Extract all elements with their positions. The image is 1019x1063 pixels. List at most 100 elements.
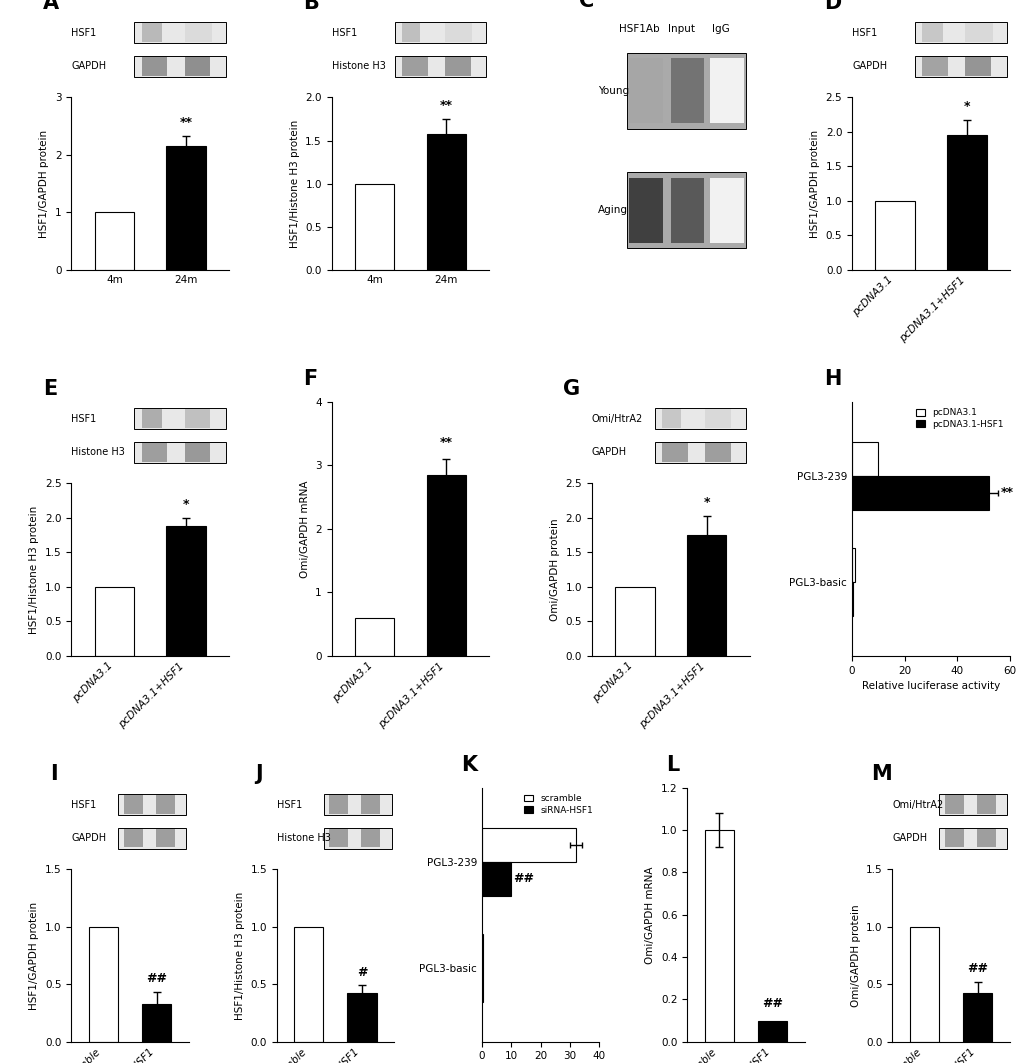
Text: *: * (182, 497, 190, 511)
Y-axis label: Omi/GAPDH mRNA: Omi/GAPDH mRNA (645, 866, 654, 963)
Bar (914, 22, 1006, 44)
Text: ##: ## (146, 973, 167, 985)
Bar (184, 23, 212, 43)
Bar (710, 58, 743, 123)
Bar (401, 23, 420, 43)
Bar (361, 795, 380, 814)
Text: ##: ## (966, 962, 987, 975)
Bar (444, 23, 472, 43)
Bar (118, 828, 186, 848)
Text: *: * (703, 495, 709, 509)
Bar (851, 547, 854, 581)
Bar (757, 1020, 787, 1042)
Text: Aging: Aging (597, 205, 628, 215)
Text: Omi/HtrA2: Omi/HtrA2 (591, 414, 642, 424)
Bar (426, 134, 466, 270)
Bar (184, 443, 210, 461)
Text: I: I (50, 764, 58, 784)
Bar (123, 795, 143, 814)
Text: **: ** (1000, 487, 1013, 500)
Bar (156, 795, 174, 814)
Bar (654, 442, 746, 462)
Text: E: E (43, 378, 57, 399)
Bar (184, 57, 210, 75)
Bar (482, 967, 483, 1001)
Y-axis label: HSF1/Histone H3 protein: HSF1/Histone H3 protein (30, 505, 40, 634)
Bar (329, 795, 347, 814)
Bar (355, 618, 394, 656)
Text: HSF1: HSF1 (71, 414, 97, 424)
Bar (851, 442, 877, 476)
Y-axis label: HSF1/GAPDH protein: HSF1/GAPDH protein (40, 130, 50, 238)
Bar (614, 587, 654, 656)
Bar (444, 57, 470, 75)
Bar (323, 794, 391, 815)
Y-axis label: Omi/GAPDH protein: Omi/GAPDH protein (850, 905, 860, 1007)
Bar (347, 994, 376, 1042)
Bar (851, 581, 853, 615)
Bar (965, 23, 991, 43)
Text: Input: Input (667, 23, 695, 34)
Bar (394, 22, 486, 44)
Bar (142, 1003, 171, 1042)
Bar (914, 56, 1006, 77)
Bar (426, 475, 466, 656)
Text: L: L (665, 755, 679, 775)
Bar (323, 828, 391, 848)
Bar (976, 829, 995, 847)
Text: **: ** (179, 116, 193, 129)
Bar (142, 57, 167, 75)
Bar (947, 135, 985, 270)
Text: HSF1: HSF1 (71, 28, 97, 37)
Bar (671, 58, 704, 123)
Text: #: # (357, 965, 367, 979)
Bar (944, 795, 963, 814)
Bar (142, 23, 162, 43)
Text: Histone H3: Histone H3 (331, 62, 385, 71)
Bar (962, 994, 991, 1042)
Bar (686, 535, 726, 656)
Bar (654, 408, 746, 429)
Text: Young: Young (597, 86, 629, 96)
Text: HSF1: HSF1 (331, 28, 357, 37)
Text: Omi/HtrA2: Omi/HtrA2 (892, 799, 943, 810)
Bar (89, 927, 118, 1042)
Bar (921, 57, 948, 75)
Y-axis label: Omi/GAPDH mRNA: Omi/GAPDH mRNA (300, 480, 310, 577)
Bar (166, 147, 206, 270)
Bar (661, 409, 680, 428)
Bar (626, 53, 746, 129)
Bar (704, 409, 731, 428)
Bar (661, 443, 687, 461)
Bar (135, 442, 226, 462)
Bar (95, 587, 133, 656)
Text: J: J (256, 764, 263, 784)
Bar (482, 933, 483, 967)
Bar (710, 178, 743, 242)
Bar (355, 184, 394, 270)
Bar (329, 829, 347, 847)
Text: **: ** (439, 436, 452, 449)
Text: GAPDH: GAPDH (851, 62, 887, 71)
Y-axis label: HSF1/GAPDH protein: HSF1/GAPDH protein (809, 130, 819, 238)
Bar (482, 862, 511, 896)
Bar (938, 828, 1007, 848)
Bar (184, 409, 210, 428)
X-axis label: Relative luciferase activity: Relative luciferase activity (861, 681, 999, 691)
Legend: pcDNA3.1, pcDNA3.1-HSF1: pcDNA3.1, pcDNA3.1-HSF1 (913, 406, 1005, 431)
Text: B: B (303, 0, 319, 13)
Text: GAPDH: GAPDH (892, 833, 926, 843)
Text: GAPDH: GAPDH (591, 448, 627, 457)
Text: M: M (870, 764, 892, 784)
Bar (851, 476, 987, 510)
Text: ##: ## (514, 873, 534, 885)
Bar (401, 57, 427, 75)
Bar (944, 829, 963, 847)
Bar (118, 794, 186, 815)
Bar (938, 794, 1007, 815)
Text: ##: ## (761, 997, 783, 1011)
Text: GAPDH: GAPDH (71, 62, 106, 71)
Bar (135, 22, 226, 44)
Bar (976, 795, 995, 814)
Bar (629, 58, 662, 123)
